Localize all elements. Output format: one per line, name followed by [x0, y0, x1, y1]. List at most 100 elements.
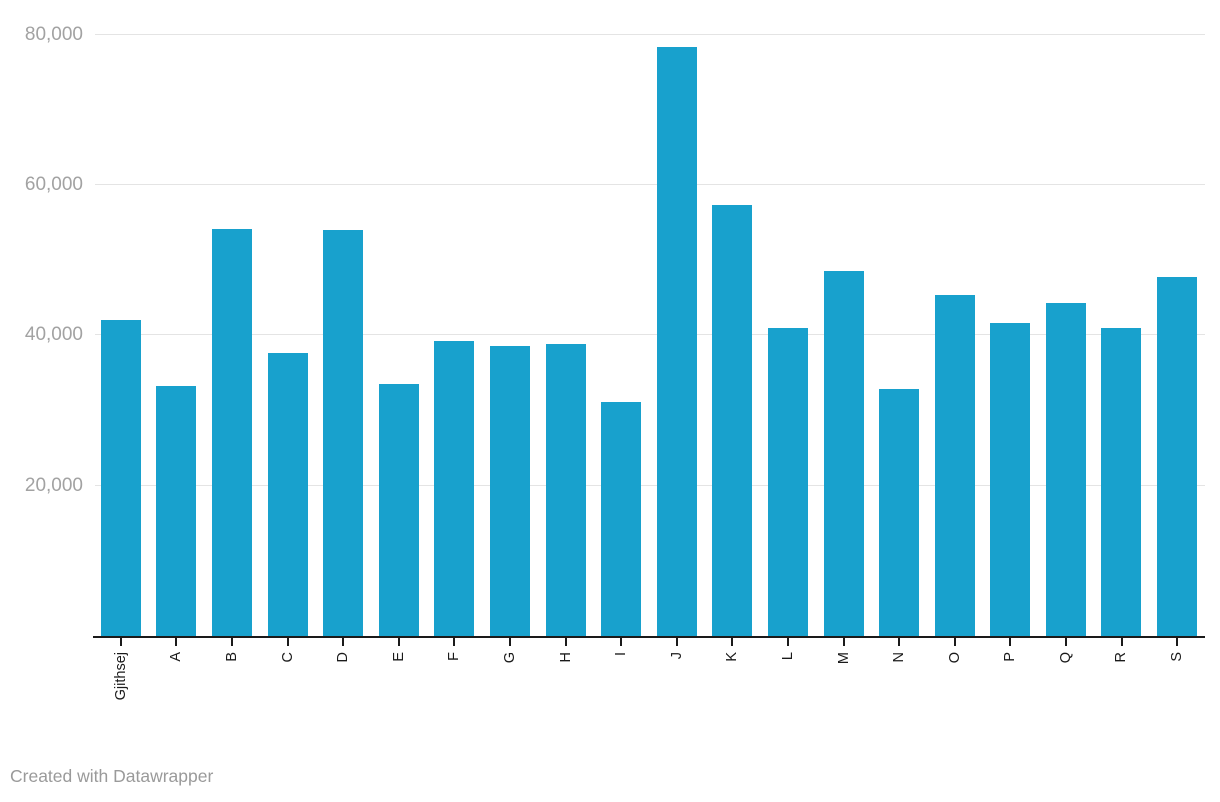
x-label-cell: N	[871, 652, 927, 747]
x-label-H: H	[557, 652, 574, 663]
x-label-cell: K	[705, 652, 761, 747]
x-label-cell: F	[427, 652, 483, 747]
bar-M[interactable]	[823, 270, 864, 636]
x-label-cell: H	[538, 652, 594, 747]
x-tick-J	[675, 638, 678, 646]
bar-S[interactable]	[1157, 277, 1198, 636]
bar-column-Gjithsej	[93, 0, 149, 636]
x-label-cell: I	[593, 652, 649, 747]
bar-K[interactable]	[712, 205, 753, 636]
x-label-A: A	[168, 652, 185, 662]
bar-column-K	[705, 0, 761, 636]
bar-B[interactable]	[211, 228, 252, 636]
bar-column-H	[538, 0, 594, 636]
datawrapper-credit-link[interactable]: Created with Datawrapper	[10, 766, 214, 786]
x-label-cell: C	[260, 652, 316, 747]
bar-column-B	[204, 0, 260, 636]
x-tick-I	[620, 638, 623, 646]
x-label-K: K	[724, 652, 741, 662]
bar-P[interactable]	[990, 322, 1031, 636]
bar-I[interactable]	[601, 402, 642, 636]
x-tick-Q	[1065, 638, 1067, 646]
x-label-cell: R	[1094, 652, 1150, 747]
x-tick-N	[898, 638, 901, 646]
bar-H[interactable]	[545, 344, 586, 636]
x-tick-H	[564, 638, 567, 646]
x-label-S: S	[1169, 652, 1186, 662]
bar-column-A	[149, 0, 205, 636]
bar-R[interactable]	[1101, 327, 1142, 636]
x-label-O: O	[946, 652, 963, 664]
x-label-P: P	[1002, 652, 1019, 662]
x-label-cell: E	[371, 652, 427, 747]
x-tick-A	[175, 638, 178, 646]
x-label-J: J	[668, 652, 685, 660]
x-label-cell: P	[983, 652, 1039, 747]
x-tick-K	[731, 638, 734, 646]
x-label-cell: Gjithsej	[93, 652, 149, 747]
bar-L[interactable]	[767, 327, 808, 636]
x-tick-D	[342, 638, 345, 646]
x-tick-L	[787, 638, 789, 646]
x-tick-O	[953, 638, 956, 646]
x-label-cell: L	[760, 652, 816, 747]
x-label-Gjithsej: Gjithsej	[112, 652, 129, 701]
bar-Q[interactable]	[1045, 302, 1086, 636]
x-tick-F	[453, 638, 456, 646]
x-label-N: N	[891, 652, 908, 663]
bar-column-F	[427, 0, 483, 636]
bar-column-N	[871, 0, 927, 636]
bar-column-E	[371, 0, 427, 636]
x-label-cell: G	[482, 652, 538, 747]
x-label-E: E	[390, 652, 407, 662]
x-label-C: C	[279, 652, 296, 663]
bars-layer	[93, 0, 1205, 636]
bar-F[interactable]	[434, 341, 475, 636]
bar-column-G	[482, 0, 538, 636]
bar-G[interactable]	[489, 345, 530, 636]
bar-column-Q	[1038, 0, 1094, 636]
x-label-B: B	[223, 652, 240, 662]
x-tick-E	[397, 638, 400, 646]
x-axis-labels: Gjithsej A B C D E F G H I J K L M N O P Q R S	[93, 652, 1205, 747]
x-label-I: I	[613, 652, 630, 657]
bar-column-R	[1094, 0, 1150, 636]
x-label-cell: B	[204, 652, 260, 747]
bar-column-D	[315, 0, 371, 636]
bar-column-P	[983, 0, 1039, 636]
y-tick-label: 80,000	[24, 23, 83, 45]
bar-Gjithsej[interactable]	[100, 319, 141, 636]
x-label-M: M	[835, 652, 852, 665]
x-label-cell: A	[149, 652, 205, 747]
bar-J[interactable]	[656, 47, 697, 636]
y-gridline-40000	[95, 334, 1205, 336]
bar-E[interactable]	[378, 384, 419, 636]
bar-D[interactable]	[323, 230, 364, 636]
bar-A[interactable]	[156, 386, 197, 636]
bar-C[interactable]	[267, 353, 308, 636]
bar-O[interactable]	[934, 294, 975, 636]
plot-area	[93, 0, 1205, 638]
y-gridline-80000	[95, 33, 1205, 35]
x-tick-B	[231, 638, 233, 646]
x-tick-R	[1120, 638, 1123, 646]
x-label-cell: J	[649, 652, 705, 747]
x-label-cell: M	[816, 652, 872, 747]
bar-column-I	[593, 0, 649, 636]
bar-column-O	[927, 0, 983, 636]
x-label-cell: D	[315, 652, 371, 747]
bar-column-M	[816, 0, 872, 636]
y-tick-label: 20,000	[24, 474, 83, 496]
x-tick-G	[509, 638, 511, 646]
y-tick-label: 40,000	[24, 324, 83, 346]
x-label-cell: O	[927, 652, 983, 747]
x-label-D: D	[335, 652, 352, 663]
x-label-G: G	[501, 652, 518, 664]
x-tick-C	[286, 638, 289, 646]
x-tick-P	[1009, 638, 1012, 646]
x-label-cell: S	[1149, 652, 1205, 747]
bar-column-C	[260, 0, 316, 636]
bar-N[interactable]	[879, 389, 920, 636]
y-gridline-60000	[95, 183, 1205, 185]
